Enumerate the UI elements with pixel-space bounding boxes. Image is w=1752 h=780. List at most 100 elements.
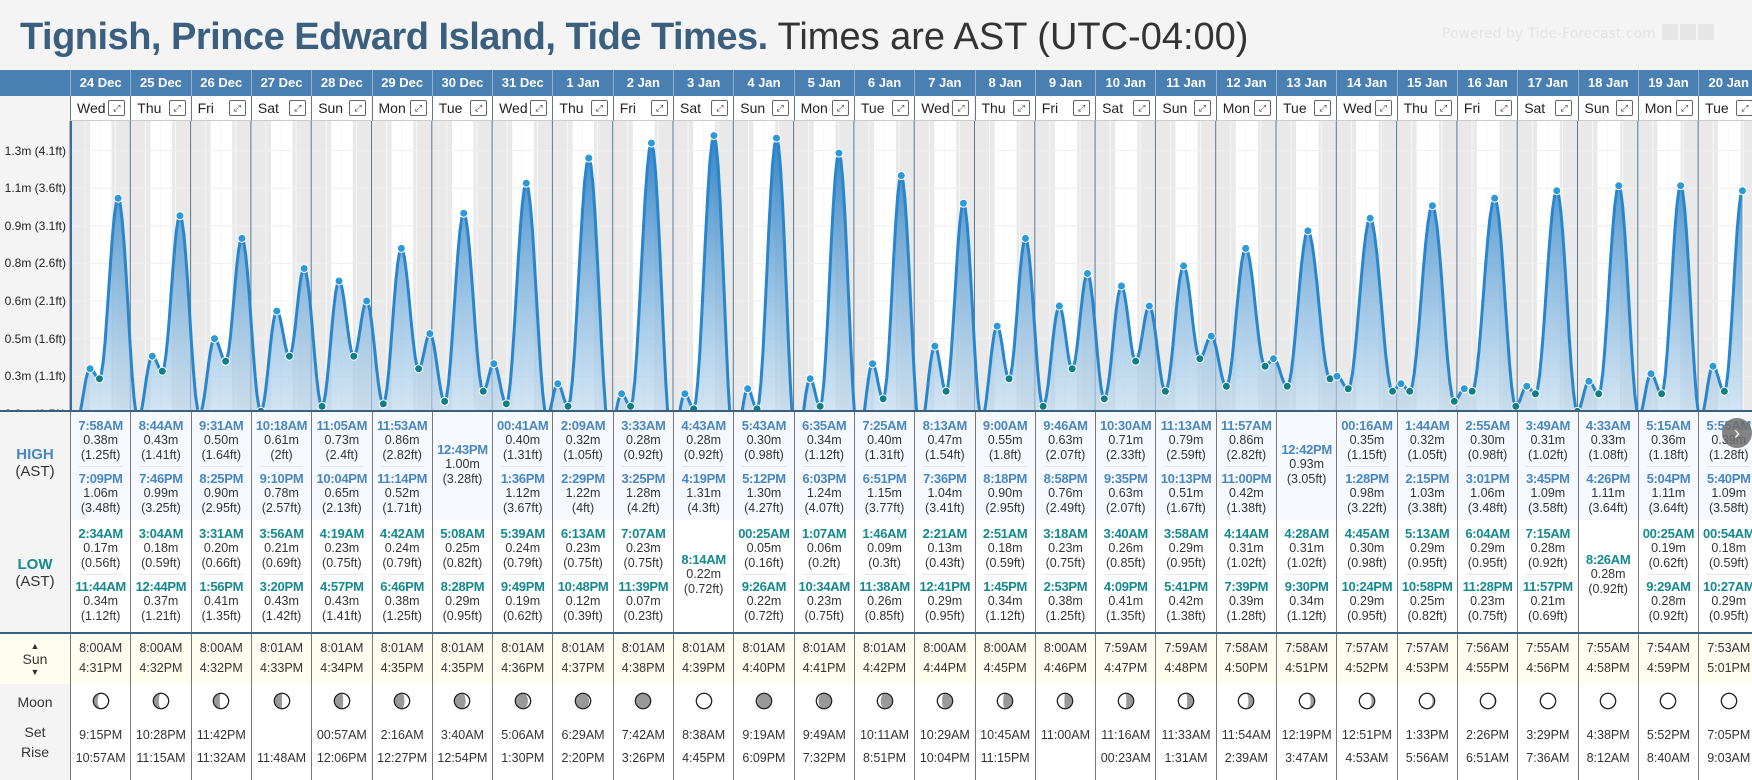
tide-time: 7:36PM [922, 471, 967, 486]
high-tide-point [362, 296, 372, 306]
expand-day-button[interactable]: ⤢ [650, 100, 668, 116]
expand-day-button[interactable]: ⤢ [590, 100, 608, 116]
expand-day-button[interactable]: ⤢ [1736, 100, 1752, 116]
tide-height-m: 1.06m [1470, 486, 1505, 500]
high-tide-entry: 7:58AM 0.38m (1.25ft) [71, 418, 130, 463]
moonrise-time: 4:45PM [682, 751, 726, 765]
low-tide-entry: 8:26AM 0.28m (0.92ft) [1579, 552, 1638, 597]
entry-divider [983, 466, 1027, 467]
tide-height-ft: (3.41ft) [925, 501, 965, 515]
expand-day-button[interactable]: ⤢ [1434, 100, 1452, 116]
expand-day-button[interactable]: ⤢ [530, 100, 548, 116]
expand-day-button[interactable]: ⤢ [1314, 100, 1332, 116]
expand-day-button[interactable]: ⤢ [831, 100, 849, 116]
tide-time: 11:13AM [1160, 418, 1212, 433]
expand-day-button[interactable]: ⤢ [409, 100, 427, 116]
low-tide-point [1260, 361, 1270, 371]
tide-time: 11:39PM [618, 579, 669, 594]
date-header: 4 Jan [733, 70, 793, 96]
date-header: 16 Jan [1456, 70, 1517, 96]
low-tide-point [1467, 386, 1477, 396]
expand-day-button[interactable]: ⤢ [1012, 100, 1030, 116]
tide-time: 1:36PM [500, 471, 545, 486]
tide-height-ft: (3.05ft) [1286, 472, 1327, 486]
tide-height-m: 0.79m [1168, 433, 1204, 447]
expand-day-button[interactable]: ⤢ [349, 100, 367, 116]
weekday-cell: Mon ⤢ [793, 96, 854, 121]
moonrise-time: 7:36AM [1526, 751, 1570, 765]
powered-by-top[interactable]: Powered by Tide-Forecast.com [1442, 24, 1716, 44]
high-tide-point [425, 329, 435, 339]
low-tide-entry: 9:26AM 0.22m (0.72ft) [734, 579, 793, 624]
entry-divider [923, 574, 967, 575]
moon-phase-icon [1238, 692, 1255, 710]
weekday-label: Wed [921, 100, 950, 116]
expand-day-button[interactable]: ⤢ [1676, 100, 1694, 116]
low-tide-point [349, 351, 359, 361]
tide-height-m: 0.35m [1349, 433, 1385, 447]
low-tide-entry: 3:18AM 0.23m (0.75ft) [1036, 526, 1095, 571]
tide-height-m: 0.28m [625, 433, 661, 447]
low-tide-cell: 2:21AM 0.13m (0.43ft) 12:41PM 0.29m (0.95ft) [914, 520, 975, 632]
tide-time: 8:14AM [681, 552, 726, 567]
tide-time: 5:13AM [1405, 526, 1450, 541]
low-tide-cell: 6:13AM 0.23m (0.75ft) 10:48PM 0.12m (0.39ft) [552, 520, 613, 632]
next-arrow-button[interactable]: › [1722, 418, 1752, 448]
expand-day-button[interactable]: ⤢ [1073, 100, 1091, 116]
expand-day-button[interactable]: ⤢ [1374, 100, 1392, 116]
tide-height-ft: (0.98ft) [1467, 448, 1508, 462]
tide-time: 3:18AM [1043, 526, 1088, 541]
expand-day-button[interactable]: ⤢ [1615, 100, 1633, 116]
tide-height-ft: (0.59ft) [985, 556, 1025, 570]
expand-day-button[interactable]: ⤢ [771, 100, 789, 116]
weekday-row: Wed ⤢ Thu ⤢ Fri ⤢ Sat ⤢ Sun ⤢ Mon ⤢ Tue ⤢ Wed ⤢ Thu ⤢ Fri ⤢… [0, 96, 1752, 121]
tide-height-ft: (1.28ft) [1226, 609, 1267, 623]
tide-height-ft: (1.8ft) [988, 448, 1022, 462]
high-tide-cell: 3:33AM 0.28m (0.92ft) 3:25PM 1.28m (4.2ft) [612, 412, 673, 520]
weekday-cell: Mon ⤢ [1637, 96, 1699, 121]
expand-day-button[interactable]: ⤢ [168, 100, 186, 116]
tide-height-ft: (1.38ft) [1226, 501, 1267, 515]
tide-time: 5:12PM [742, 471, 786, 486]
tide-time: 5:41PM [1164, 579, 1208, 594]
tide-time: 10:34AM [798, 579, 851, 594]
expand-day-button[interactable]: ⤢ [952, 100, 970, 116]
powered-by-text: Powered by Tide-Forecast.com [1442, 26, 1656, 42]
moon-phase-icon [635, 692, 652, 710]
tide-time: 7:07AM [621, 526, 666, 541]
entry-divider [1526, 574, 1570, 575]
tide-height-m: 0.29m [1409, 541, 1445, 555]
expand-day-button[interactable]: ⤢ [228, 100, 246, 116]
expand-day-button[interactable]: ⤢ [1495, 100, 1513, 116]
weekday-cell: Sat ⤢ [1517, 96, 1578, 121]
expand-day-button[interactable]: ⤢ [711, 100, 729, 116]
expand-day-button[interactable]: ⤢ [108, 100, 126, 116]
weekday-cell: Thu ⤢ [1396, 96, 1457, 121]
moon-phase-icon [1479, 692, 1496, 710]
tide-height-m: 0.33m [1590, 433, 1626, 447]
moonrise-time: 3:26PM [621, 751, 665, 765]
low-tide-entry: 3:56AM 0.21m (0.69ft) [252, 526, 311, 571]
tide-height-m: 0.23m [1048, 541, 1083, 555]
high-tide-row: HIGH (AST) 7:58AM 0.38m (1.25ft) 7:09PM 1.06… [0, 410, 1752, 520]
high-tide-entry: 7:36PM 1.04m (3.41ft) [915, 471, 974, 516]
expand-day-button[interactable]: ⤢ [470, 100, 488, 116]
weekday-label: Thu [137, 100, 162, 116]
tide-height-m: 0.98m [1349, 486, 1385, 500]
high-tide-point [805, 374, 815, 384]
entry-divider [380, 466, 424, 467]
tide-height-ft: (1.02ft) [1286, 556, 1327, 570]
tide-time: 10:18AM [255, 418, 308, 433]
expand-day-button[interactable]: ⤢ [1555, 100, 1573, 116]
expand-day-button[interactable]: ⤢ [1253, 100, 1271, 116]
expand-day-button[interactable]: ⤢ [1193, 100, 1211, 116]
expand-day-button[interactable]: ⤢ [289, 100, 307, 116]
tide-height-ft: (0.56ft) [80, 556, 121, 570]
high-tide-cell: 9:00AM 0.55m (1.8ft) 8:18PM 0.90m (2.95ft) [974, 412, 1035, 520]
expand-day-button[interactable]: ⤢ [1133, 100, 1151, 116]
moon-phase-icon [936, 692, 954, 710]
expand-day-button[interactable]: ⤢ [892, 100, 910, 116]
date-header: 20 Jan [1698, 70, 1752, 96]
tide-height-ft: (1.64ft) [201, 448, 242, 462]
entry-divider [501, 466, 545, 467]
